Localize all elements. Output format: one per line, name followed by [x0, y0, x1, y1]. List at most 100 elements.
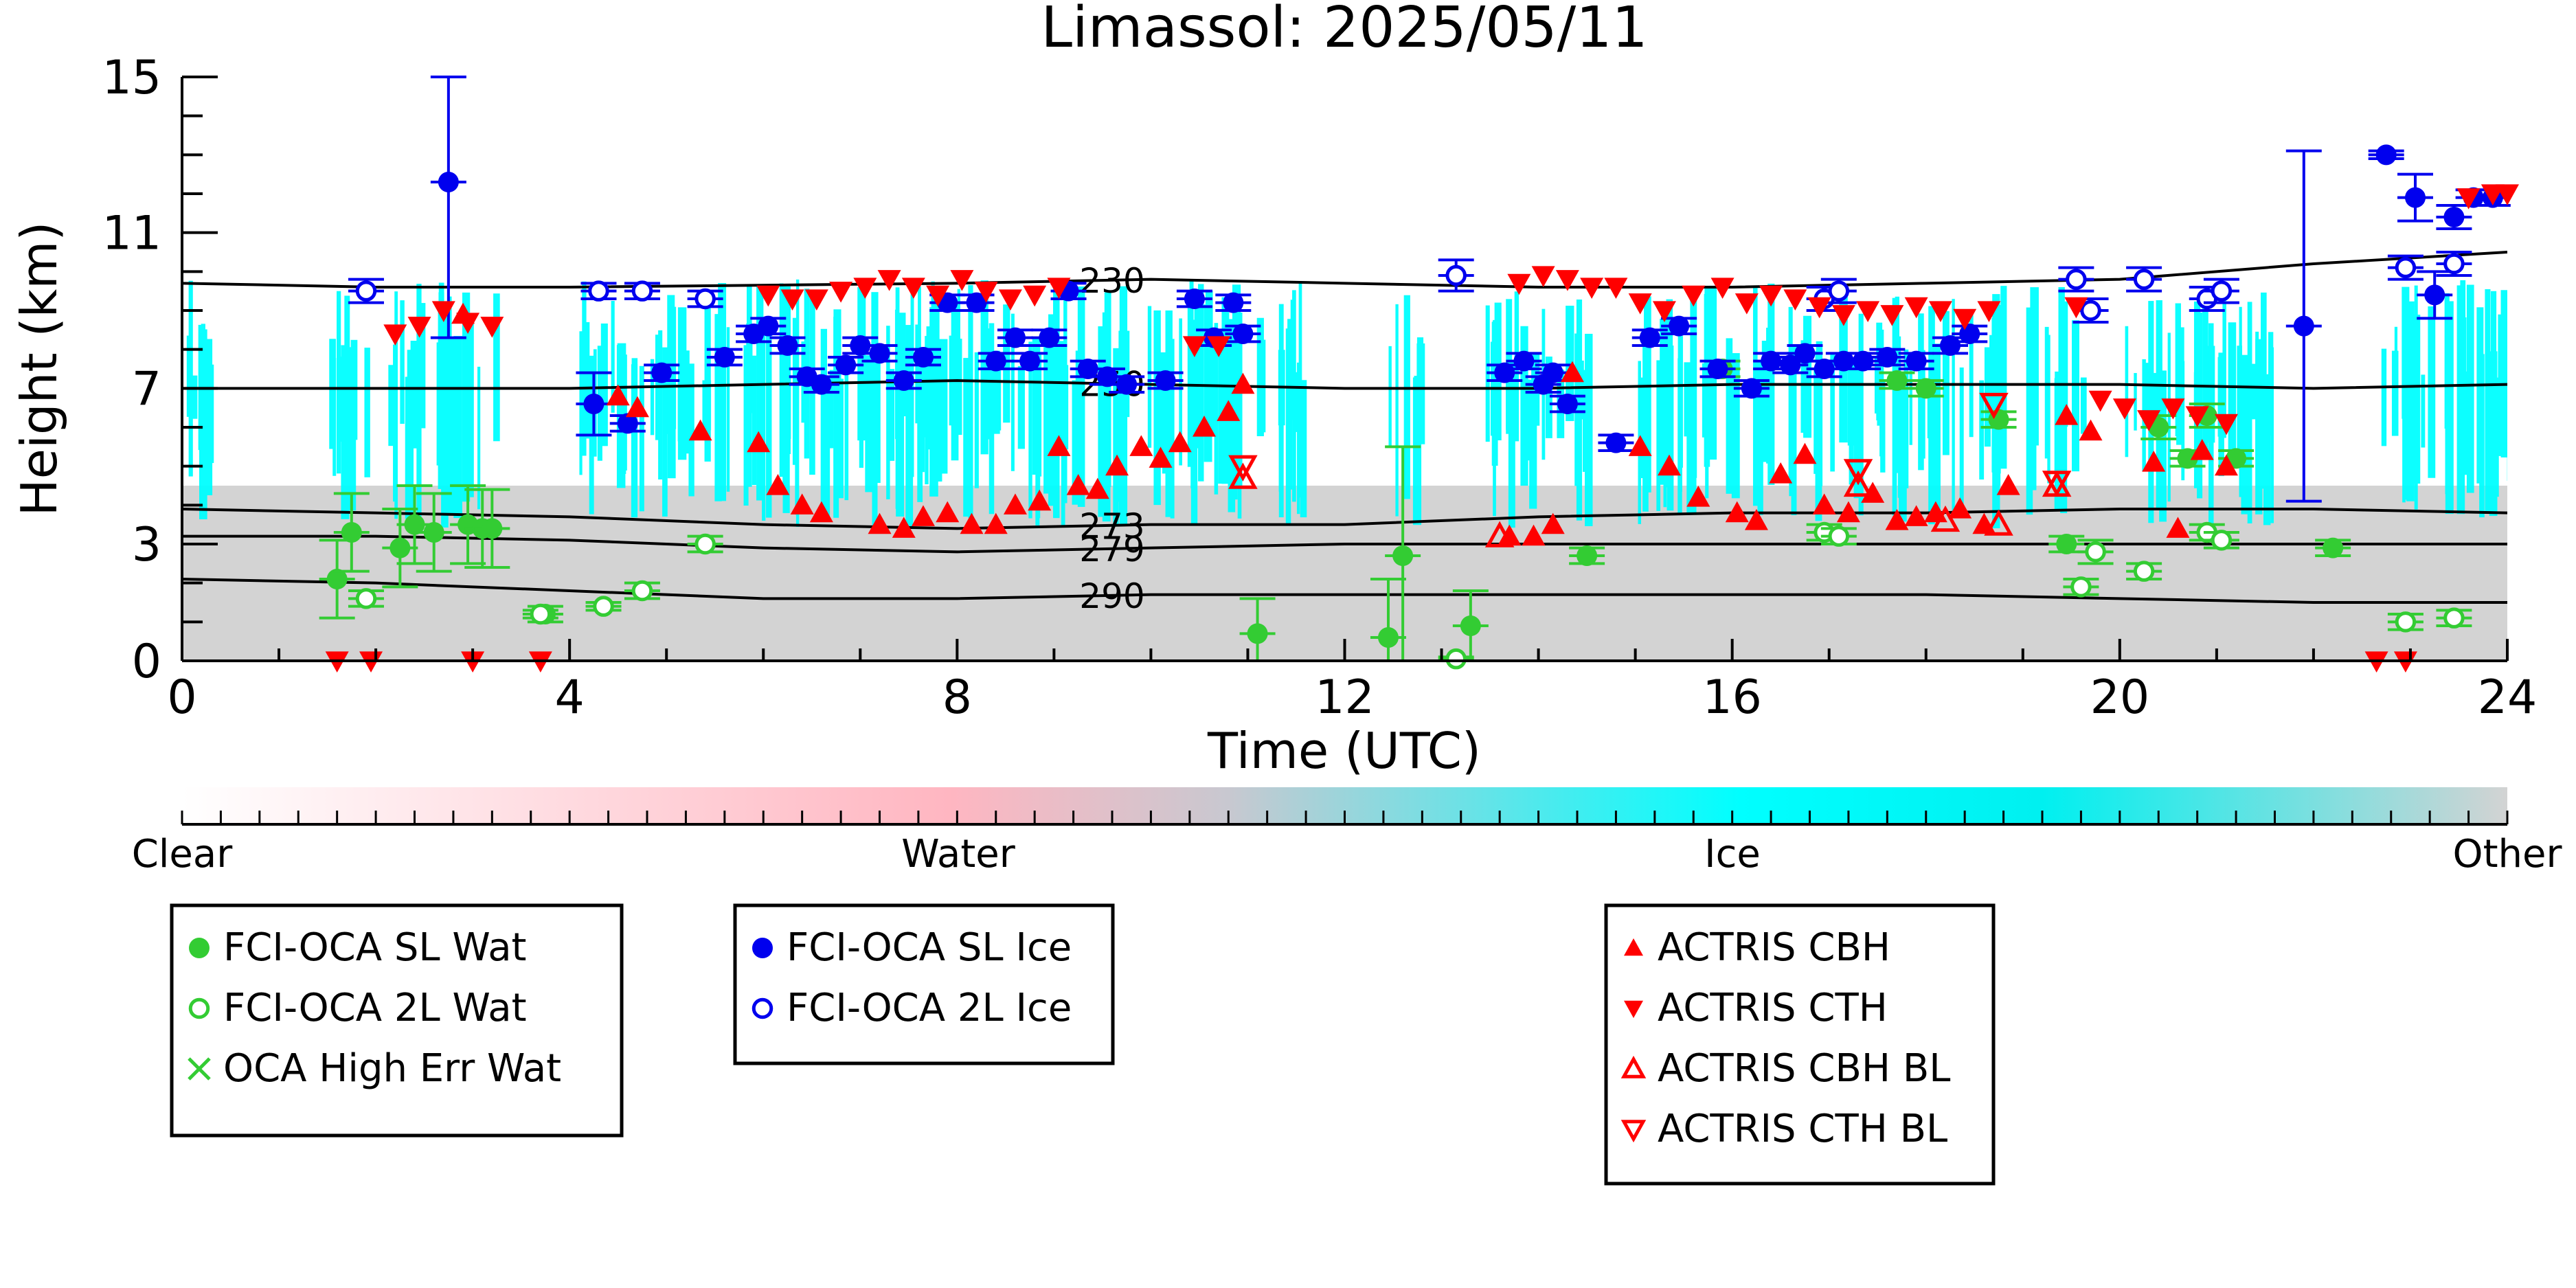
data-point [1445, 648, 1467, 670]
data-point [1707, 359, 1728, 379]
ice-streak [1942, 310, 1950, 455]
ice-streak [394, 291, 398, 519]
ice-streak [918, 286, 921, 452]
ice-streak [2466, 284, 2474, 493]
ice-streak [939, 339, 948, 474]
data-point [1761, 350, 1782, 372]
ice-streak [1048, 314, 1056, 506]
data-point [2443, 607, 2465, 629]
data-point [1232, 324, 1254, 344]
ice-streak [1113, 348, 1119, 526]
ice-streak [1984, 347, 1991, 447]
ice-streak [1952, 299, 1955, 519]
ice-streak [1656, 360, 1661, 511]
legend-label: FCI-OCA SL Ice [787, 925, 1072, 970]
y-tick-label: 11 [102, 207, 161, 261]
ice-streak [207, 364, 214, 464]
ice-streak [2428, 306, 2436, 478]
ice-streak [682, 350, 690, 454]
ice-streak [921, 354, 926, 438]
ice-streak [2080, 377, 2087, 434]
data-point [1682, 285, 1706, 307]
legend-frame [733, 903, 1115, 1065]
data-point [2293, 315, 2314, 337]
data-point [1066, 474, 1090, 495]
contour-label-290: 290 [1079, 576, 1144, 616]
ice-streak [410, 341, 418, 449]
data-point [456, 313, 480, 334]
ice-streak [1858, 313, 1864, 516]
data-point [341, 522, 362, 543]
data-point [998, 289, 1022, 310]
legend-label: ACTRIS CBH BL [1658, 1046, 1950, 1091]
ice-streak [1153, 310, 1161, 506]
ice-streak [1028, 341, 1032, 519]
data-point [1019, 350, 1041, 372]
legend-label: OCA High Err Wat [223, 1046, 561, 1091]
data-point [1228, 462, 1258, 489]
ice-streak [364, 348, 370, 477]
data-point [651, 362, 673, 383]
ice-streak [1909, 363, 1912, 445]
data-point [2080, 300, 2101, 321]
data-point [950, 270, 974, 291]
ice-streak [1659, 374, 1666, 485]
ice-streak [1702, 363, 1706, 438]
data-point [1996, 474, 2020, 495]
colorbar-label-water: Water [901, 832, 1016, 877]
data-point [756, 285, 780, 307]
data-point [1023, 285, 1047, 307]
x-tick-label: 8 [942, 670, 972, 725]
data-point [631, 280, 653, 302]
data-point [688, 419, 712, 441]
data-point [1984, 509, 2013, 536]
data-point [694, 288, 716, 310]
ice-streak [1205, 291, 1213, 435]
ice-streak [2000, 286, 2007, 469]
data-point [1783, 289, 1807, 310]
ice-streak [2047, 335, 2050, 484]
series-fci-oca-2l-wat [348, 521, 2472, 670]
ice-streak [980, 280, 988, 455]
ice-streak [2151, 372, 2158, 432]
data-point [1047, 278, 1071, 299]
cloud-mask-layer [182, 279, 2507, 661]
data-point [1231, 372, 1255, 394]
data-point [790, 493, 814, 515]
data-point [893, 370, 914, 391]
data-point [1445, 264, 1467, 286]
data-point [1836, 501, 1860, 523]
data-point [480, 317, 504, 338]
data-point [1577, 545, 1598, 566]
ice-streak [2421, 374, 2426, 448]
ice-streak [1757, 361, 1763, 515]
data-point [2137, 410, 2161, 431]
data-point [835, 354, 857, 376]
data-point [1904, 505, 1928, 526]
data-point [1507, 273, 1531, 295]
colorbar-label-ice: Ice [1704, 832, 1761, 877]
colorbar: Clear Water Ice Other [132, 787, 2562, 877]
ice-streak [829, 370, 834, 449]
ice-streak [877, 358, 881, 484]
ice-streak [2255, 331, 2259, 460]
ice-streak [2463, 371, 2467, 475]
mask-ice-region [2381, 280, 2507, 518]
ice-streak [2391, 350, 2399, 436]
data-point [1003, 493, 1027, 515]
series-actris-cbh-bl [1228, 462, 2072, 547]
data-point [2133, 561, 2155, 582]
data-point [2190, 439, 2214, 460]
data-point [1217, 400, 1241, 421]
data-point [1843, 470, 1873, 497]
ice-streak [477, 366, 481, 510]
data-point [1605, 432, 1627, 453]
data-point [1880, 305, 1904, 326]
ice-streak [1162, 378, 1167, 474]
ice-streak [1766, 328, 1774, 464]
data-point [966, 292, 987, 313]
ice-streak [199, 329, 207, 519]
data-point [2055, 404, 2079, 425]
ice-streak [756, 325, 763, 450]
data-point [2142, 451, 2166, 472]
